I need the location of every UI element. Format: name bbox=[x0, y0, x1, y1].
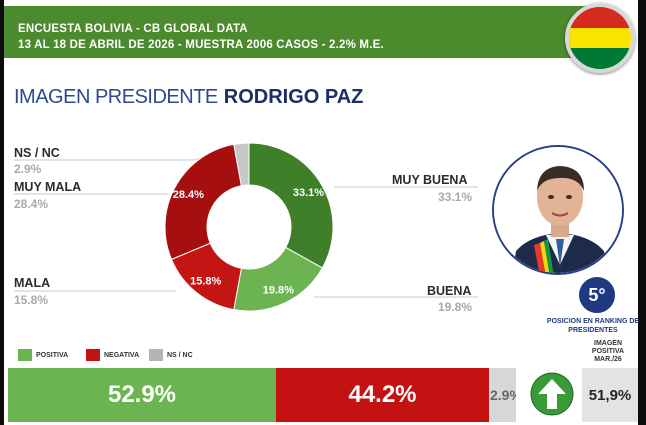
arrow-up-icon bbox=[530, 372, 574, 416]
value-ns-nc: 2.9% bbox=[14, 162, 42, 176]
ranking-badge: 5° bbox=[577, 275, 617, 315]
value-muy-buena: 33.1% bbox=[438, 190, 473, 204]
summary-bar-negativa: 44.2% bbox=[276, 368, 489, 422]
slice-label-muy-mala: 28.4% bbox=[173, 189, 204, 201]
survey-details: 13 AL 18 DE ABRIL DE 2026 - MUESTRA 2006… bbox=[18, 39, 384, 51]
label-buena: BUENA bbox=[427, 284, 472, 298]
value-muy-mala: 28.4% bbox=[14, 197, 49, 211]
donut-slices bbox=[164, 142, 334, 312]
president-name: RODRIGO PAZ bbox=[223, 86, 364, 108]
legend-item-positiva: POSITIVA bbox=[18, 349, 68, 361]
president-portrait bbox=[492, 145, 624, 275]
flag-stripe-green bbox=[569, 48, 631, 69]
label-muy-buena: MUY BUENA bbox=[392, 173, 468, 187]
summary-bar-ns-nc: 2.9% bbox=[489, 368, 516, 422]
survey-card: ENCUESTA BOLIVIA - CB GLOBAL DATA 13 AL … bbox=[4, 0, 638, 425]
title-prefix: IMAGEN PRESIDENTE bbox=[14, 86, 218, 108]
ranking-caption: POSICION EN RANKING DE PRESIDENTES bbox=[546, 318, 638, 334]
value-buena: 19.8% bbox=[438, 300, 473, 314]
label-mala: MALA bbox=[14, 276, 51, 290]
slice-labels: 33.1% 19.8% 15.8% 28.4% bbox=[173, 187, 325, 296]
legend-swatch-ns-nc bbox=[149, 349, 163, 361]
summary-bar-positiva: 52.9% bbox=[8, 368, 276, 422]
page-title: IMAGEN PRESIDENTE RODRIGO PAZ bbox=[14, 86, 363, 109]
slice-ns-nc bbox=[233, 142, 250, 187]
bolivia-flag-icon bbox=[565, 3, 635, 73]
donut-chart: 33.1% 19.8% 15.8% 28.4% bbox=[14, 142, 478, 312]
slice-muy-buena bbox=[248, 142, 334, 269]
legend-item-ns-nc: NS / NC bbox=[149, 349, 193, 361]
legend-swatch-positiva bbox=[18, 349, 32, 361]
slice-label-muy-buena: 33.1% bbox=[293, 187, 324, 199]
legend-label-ns-nc: NS / NC bbox=[167, 351, 193, 359]
flag-stripe-yellow bbox=[569, 27, 631, 49]
legend-label-positiva: POSITIVA bbox=[36, 351, 69, 359]
slice-label-buena: 19.8% bbox=[263, 284, 294, 296]
legend-item-negativa: NEGATIVA bbox=[86, 349, 139, 361]
survey-source: ENCUESTA BOLIVIA - CB GLOBAL DATA bbox=[18, 23, 248, 35]
value-mala: 15.8% bbox=[14, 293, 49, 307]
label-ns-nc: NS / NC bbox=[14, 146, 60, 160]
legend-swatch-negativa bbox=[86, 349, 100, 361]
legend-label-negativa: NEGATIVA bbox=[104, 351, 140, 359]
flag-stripe-red bbox=[569, 7, 631, 28]
label-muy-mala: MUY MALA bbox=[14, 180, 82, 194]
slice-muy-mala bbox=[164, 143, 242, 261]
header-banner: ENCUESTA BOLIVIA - CB GLOBAL DATA 13 AL … bbox=[4, 6, 600, 58]
previous-image-caption: IMAGEN POSITIVA MAR./26 bbox=[591, 340, 625, 363]
portrait-illustration bbox=[494, 147, 622, 273]
slice-label-mala: 15.8% bbox=[190, 276, 221, 288]
previous-image-value: 51,9% bbox=[582, 368, 638, 422]
